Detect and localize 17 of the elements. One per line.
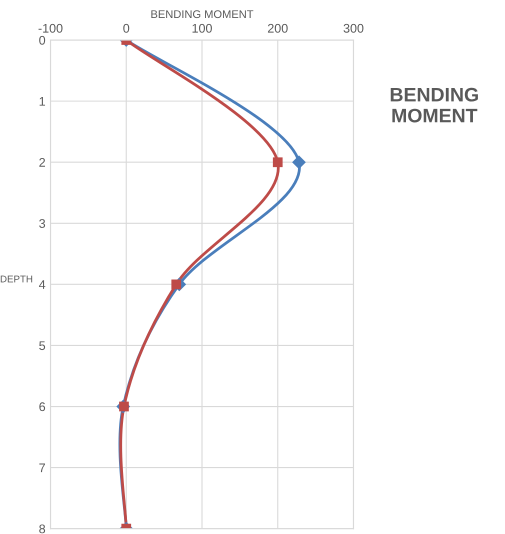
y-tick-label: 3 [39, 219, 46, 228]
x-tick-label: 0 [123, 24, 130, 33]
y-tick-label: 0 [39, 36, 46, 45]
y-tick-label: 8 [39, 524, 46, 534]
y-axis-title: DEPTH [0, 276, 32, 282]
y-tick-label: 2 [39, 158, 46, 167]
y-tick-label: 6 [39, 402, 46, 412]
y-tick-label: 5 [39, 341, 46, 350]
x-tick-label: -100 [38, 24, 63, 33]
y-tick-label: 7 [39, 464, 46, 472]
y-tick-label: 1 [40, 97, 46, 106]
text: BENDING MOMENT [390, 88, 478, 122]
y-tick-label: 4 [38, 280, 46, 289]
x-tick-label: 300 [344, 24, 364, 33]
x-tick-label: 200 [268, 24, 288, 33]
x-tick-label: 100 [192, 24, 212, 33]
x-axis-title: BENDING MOMENT [151, 10, 254, 18]
